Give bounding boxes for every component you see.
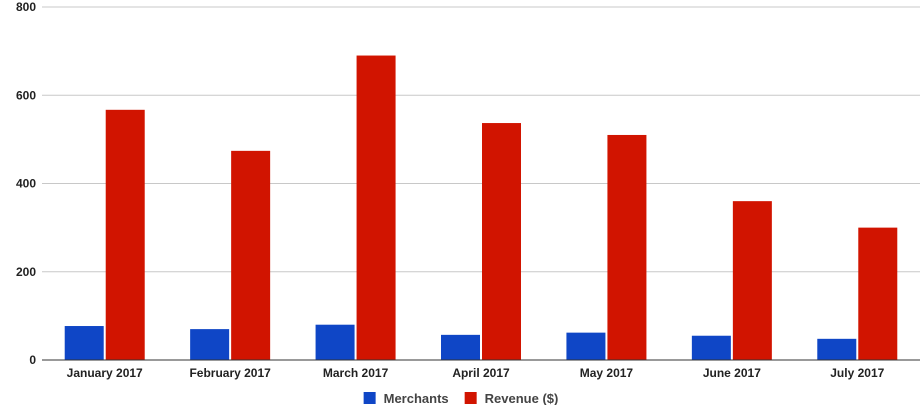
gridlines <box>42 6 920 273</box>
legend: Merchants Revenue ($) <box>363 391 559 405</box>
bar-revenue-3 <box>482 123 521 360</box>
x-category-label: March 2017 <box>323 366 389 380</box>
x-category-label: February 2017 <box>189 366 271 380</box>
y-tick-label: 0 <box>29 353 36 367</box>
x-category-label: May 2017 <box>580 366 634 380</box>
x-category-label: June 2017 <box>703 366 761 380</box>
bar-merchants-2 <box>315 324 355 360</box>
bar-revenue-5 <box>732 201 772 360</box>
bar-revenue-1 <box>231 150 271 360</box>
bar-revenue-6 <box>858 227 898 360</box>
bar-merchants-0 <box>64 326 104 360</box>
x-category-label: January 2017 <box>67 366 143 380</box>
legend-swatch <box>464 392 477 404</box>
legend-swatch <box>363 392 376 404</box>
bar-merchants-1 <box>190 329 230 360</box>
y-tick-label: 200 <box>16 265 36 279</box>
bar-revenue-0 <box>105 109 145 360</box>
bar-merchants-6 <box>817 338 857 360</box>
x-category-label: July 2017 <box>830 366 884 380</box>
x-axis-category-labels: January 2017 February 2017 March 2017 April… <box>67 366 885 380</box>
bar-revenue-4 <box>607 134 647 360</box>
legend-label: Revenue ($) <box>485 391 559 405</box>
bar-merchants-3 <box>441 334 480 360</box>
legend-item: Revenue ($) <box>464 391 559 405</box>
y-axis-tick-labels: 0 200 400 600 800 <box>16 0 36 367</box>
bar-merchants-4 <box>566 332 606 360</box>
y-tick-label: 400 <box>16 177 36 191</box>
legend-item: Merchants <box>363 391 449 405</box>
y-tick-label: 600 <box>16 88 36 102</box>
y-tick-label: 800 <box>16 0 36 14</box>
legend-label: Merchants <box>384 391 449 405</box>
bar-revenue-2 <box>356 55 396 360</box>
bars <box>64 55 898 360</box>
x-category-label: April 2017 <box>452 366 510 380</box>
bar-merchants-5 <box>691 335 731 360</box>
